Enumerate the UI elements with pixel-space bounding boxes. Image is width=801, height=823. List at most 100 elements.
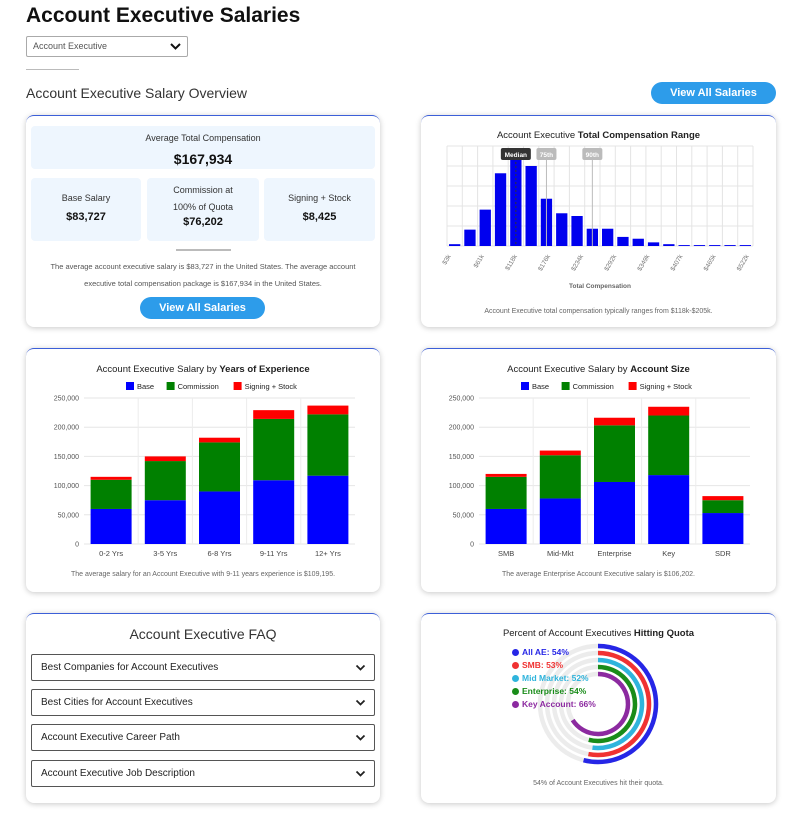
range-chart-title: Account Executive Total Compensation Ran… <box>421 130 776 141</box>
quota-arc <box>588 650 652 758</box>
experience-chart-title-prefix: Account Executive Salary by <box>96 364 220 375</box>
legend-dot <box>512 688 519 695</box>
p90-marker-label: 90th <box>586 152 599 159</box>
legend-label: Signing + Stock <box>245 382 298 391</box>
x-tick-label: 3-5 Yrs <box>153 549 177 558</box>
median-marker-label: Median <box>505 152 527 159</box>
quota-arc <box>570 671 631 737</box>
histogram-bar <box>479 209 491 246</box>
quota-radial-chart <box>537 643 659 765</box>
legend-label: Key Account: 66% <box>522 699 596 709</box>
legend-swatch <box>628 382 637 390</box>
bar-segment <box>539 498 581 544</box>
legend-swatch <box>166 382 175 390</box>
quota-arc <box>592 657 645 751</box>
legend-label: All AE: 54% <box>522 647 569 657</box>
legend-dot <box>512 662 519 669</box>
quota-arc <box>583 643 659 765</box>
x-tick-label: $407k <box>670 253 685 272</box>
bar-segment <box>253 410 295 419</box>
y-tick-label: 0 <box>75 542 79 549</box>
average-compensation: Average Total Compensation $167,934 <box>31 126 375 169</box>
y-tick-label: 100,000 <box>54 483 79 490</box>
x-tick-label: SMB <box>498 549 514 558</box>
bar-segment <box>485 476 527 509</box>
quota-chart-title-prefix: Percent of Account Executives <box>502 628 634 639</box>
base-salary-label: Base Salary <box>61 193 111 203</box>
faq-item-label: Account Executive Job Description <box>41 768 195 779</box>
compensation-description: The average account executive salary is … <box>50 262 356 288</box>
histogram-bar <box>724 245 736 246</box>
experience-card: Account Executive Salary by Years of Exp… <box>26 348 380 592</box>
base-salary: Base Salary $83,727 <box>31 178 141 241</box>
chevron-down-icon <box>355 664 366 671</box>
bar-segment <box>648 415 690 476</box>
p90-marker-tag <box>582 148 603 160</box>
y-tick-label: 200,000 <box>449 425 474 432</box>
x-tick-label: 12+ Yrs <box>315 549 341 558</box>
divider <box>26 69 79 70</box>
legend-label: Base <box>532 382 549 391</box>
bar-segment <box>648 406 690 416</box>
x-tick-label: $349k <box>636 253 651 272</box>
p75-marker-tag <box>536 148 557 160</box>
p75-marker-label: 75th <box>540 152 553 159</box>
y-tick-label: 0 <box>470 542 474 549</box>
bar-segment <box>253 480 295 544</box>
bar-segment <box>702 496 744 501</box>
bar-segment <box>90 476 132 480</box>
experience-chart: Base Commission Signing + Stock 0 50,000 100,… <box>54 382 355 558</box>
bar-segment <box>90 508 132 544</box>
faq-item-job-description[interactable]: Account Executive Job Description <box>31 760 375 787</box>
histogram-bar <box>449 244 461 246</box>
signing-stock: Signing + Stock $8,425 <box>264 178 375 241</box>
bar-segment <box>253 418 295 481</box>
chevron-down-icon <box>355 770 366 777</box>
y-tick-label: 250,000 <box>449 396 474 403</box>
view-all-salaries-button[interactable]: View All Salaries <box>651 82 776 104</box>
x-tick-label: $522k <box>736 253 751 272</box>
range-chart: Median 75th 90th $3k $61k $118k $176k $234k $292… <box>441 145 754 290</box>
role-select-value: Account Executive <box>33 41 108 51</box>
role-select[interactable]: Account Executive <box>26 36 188 57</box>
bar-segment <box>199 442 240 492</box>
overview-title: Account Executive Salary Overview <box>26 85 247 101</box>
legend-label: Signing + Stock <box>640 382 693 391</box>
y-tick-label: 150,000 <box>54 454 79 461</box>
histogram-bar <box>693 245 706 246</box>
signing-stock-value: $8,425 <box>302 211 337 223</box>
faq-item-best-companies[interactable]: Best Companies for Account Executives <box>31 654 375 681</box>
bar-segment <box>594 417 635 426</box>
bar-segment <box>539 450 581 456</box>
size-chart-title-prefix: Account Executive Salary by <box>507 364 631 375</box>
histogram-bar <box>602 228 614 246</box>
bar-segment <box>307 405 349 415</box>
card-view-all-salaries-button[interactable]: View All Salaries <box>140 297 265 319</box>
x-tick-label: 0-2 Yrs <box>99 549 123 558</box>
median-marker-tag <box>500 148 531 160</box>
histogram-bar <box>464 229 476 246</box>
average-compensation-label: Average Total Compensation <box>145 133 261 143</box>
faq-item-career-path[interactable]: Account Executive Career Path <box>31 724 375 751</box>
account-size-card: Account Executive Salary by Account Size… <box>421 348 776 592</box>
signing-stock-label: Signing + Stock <box>288 193 351 203</box>
legend-dot <box>512 675 519 682</box>
legend-swatch <box>126 382 134 390</box>
histogram-bar <box>617 236 629 246</box>
size-chart-note: The average Enterprise Account Executive… <box>502 571 695 578</box>
bar-segment <box>539 455 581 499</box>
chevron-down-icon <box>355 699 366 706</box>
commission-value: $76,202 <box>183 216 223 228</box>
faq-item-best-cities[interactable]: Best Cities for Account Executives <box>31 689 375 716</box>
bar-segment <box>702 513 744 544</box>
bar-segment <box>144 456 186 462</box>
legend-label: Commission <box>178 382 219 391</box>
legend-label: SMB: 53% <box>522 660 564 670</box>
histogram-bar <box>678 245 690 246</box>
x-tick-label: Mid-Mkt <box>547 549 575 558</box>
histogram-bar <box>739 245 751 246</box>
bar-segment <box>90 479 132 509</box>
average-compensation-value: $167,934 <box>173 151 233 167</box>
x-tick-label: Enterprise <box>597 549 631 558</box>
bar-segment <box>594 425 635 482</box>
